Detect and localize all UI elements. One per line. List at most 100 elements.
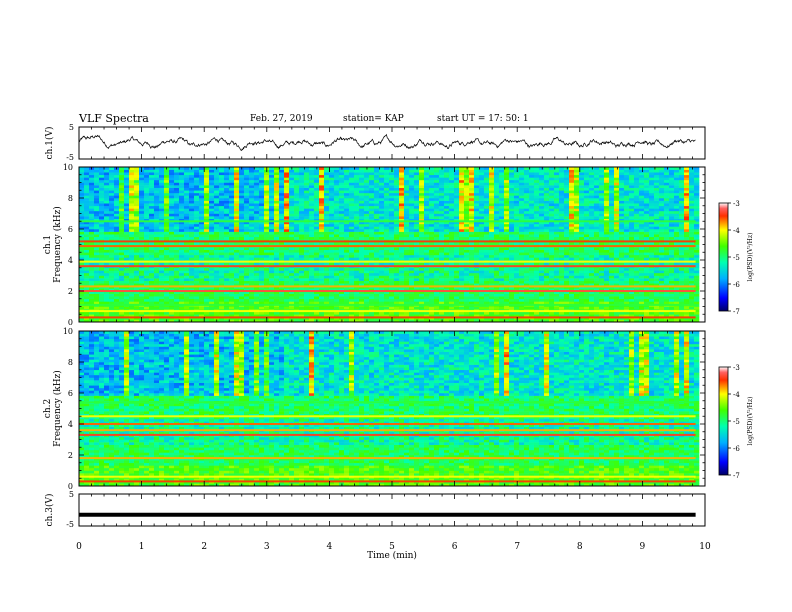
spectrogram-cell — [324, 198, 330, 201]
spectrogram-cell — [204, 231, 210, 235]
spectrogram-cell — [429, 210, 435, 214]
spectrogram-cell — [439, 177, 445, 181]
spectrogram-cell — [94, 249, 100, 253]
spectrogram-cell — [134, 174, 140, 178]
spectrogram-cell — [439, 254, 445, 258]
spectrogram-cell — [429, 177, 435, 181]
spectrogram-cell — [114, 301, 120, 305]
spectrogram-cell — [429, 179, 435, 183]
spectrogram-cell — [319, 216, 325, 219]
spectrogram-cell — [399, 195, 405, 199]
spectrogram-cell — [169, 280, 175, 284]
spectrogram-cell — [214, 306, 220, 310]
spectrogram-cell — [334, 241, 340, 245]
spectrogram-cell — [284, 195, 290, 199]
spectrogram-cell — [424, 231, 430, 235]
spectrogram-cell — [479, 314, 485, 318]
spectrogram-cell — [349, 169, 355, 173]
spectrogram-cell — [374, 241, 380, 245]
spectrogram-cell — [154, 254, 160, 258]
spectrogram-cell — [224, 249, 230, 253]
spectrogram-cell — [364, 234, 370, 238]
spectrogram-cell — [259, 190, 265, 194]
spectrogram-cell — [259, 291, 265, 294]
spectrogram-cell — [374, 223, 380, 227]
spectrogram-cell — [309, 272, 315, 276]
spectrogram-cell — [109, 177, 115, 181]
spectrogram-cell — [339, 288, 345, 292]
spectrogram-cell — [364, 213, 370, 217]
spectrogram-cell — [314, 190, 320, 194]
spectrogram-cell — [464, 218, 470, 222]
spectrogram-cell — [369, 241, 375, 245]
spectrogram-cell — [194, 169, 200, 173]
spectrogram-cell — [124, 254, 130, 258]
spectrogram-cell — [429, 172, 435, 176]
spectrogram-cell — [89, 223, 95, 227]
spectrogram-cell — [209, 205, 215, 209]
spectrogram-cell — [354, 216, 360, 219]
spectrogram-cell — [299, 254, 305, 258]
spectrogram-cell — [124, 319, 130, 323]
spectrogram-cell — [204, 208, 210, 212]
spectrogram-cell — [129, 192, 135, 196]
spectrogram-cell — [364, 272, 370, 276]
spectrogram-cell — [354, 195, 360, 199]
spectrogram-cell — [229, 221, 235, 225]
spectrogram-cell — [439, 179, 445, 183]
spectrogram-cell — [134, 172, 140, 176]
spectrogram-cell — [449, 179, 455, 183]
spectrogram-cell — [214, 190, 220, 194]
spectrogram-cell — [209, 216, 215, 219]
spectrogram-cell — [174, 252, 180, 256]
spectrogram-cell — [139, 293, 145, 297]
spectrogram-cell — [294, 167, 300, 170]
spectrogram-cell — [109, 270, 115, 274]
spectrogram-cell — [304, 205, 310, 209]
spectrogram-cell — [469, 272, 475, 276]
spectrogram-cell — [334, 172, 340, 176]
spectrogram-cell — [249, 218, 255, 222]
spectrogram-cell — [324, 252, 330, 256]
spectrogram-cell — [254, 213, 260, 217]
spectrogram-cell — [454, 241, 460, 245]
spectrogram-cell — [199, 247, 205, 250]
spectrogram-cell — [284, 293, 290, 297]
spectrogram-cell — [459, 210, 465, 214]
spectrogram-cell — [304, 216, 310, 219]
spectrogram-cell — [389, 226, 395, 230]
spectrogram-cell — [369, 179, 375, 183]
spectrogram-cell — [204, 241, 210, 245]
spectrogram-cell — [199, 208, 205, 212]
spectrogram-cell — [144, 298, 150, 302]
spectrogram-cell — [384, 311, 390, 315]
spectrogram-cell — [469, 288, 475, 292]
spectrogram-cell — [309, 319, 315, 323]
spectrogram-cell — [444, 182, 450, 186]
spectrogram-cell — [149, 182, 155, 186]
spectrogram-cell — [334, 179, 340, 183]
spectrogram-cell — [359, 272, 365, 276]
spectrogram-cell — [219, 198, 225, 201]
spectrogram-cell — [474, 262, 480, 266]
spectrogram-cell — [349, 205, 355, 209]
spectrogram-cell — [404, 185, 410, 188]
spectrogram-cell — [369, 200, 375, 204]
spectrogram-cell — [444, 198, 450, 201]
spectrogram-cell — [449, 280, 455, 284]
spectrogram-cell — [319, 174, 325, 178]
spectrogram-cell — [334, 314, 340, 318]
spectrogram-cell — [419, 252, 425, 256]
spectrogram-cell — [399, 200, 405, 204]
spectrogram-cell — [139, 278, 145, 281]
spectrogram-cell — [119, 275, 125, 279]
spectrogram-cell — [114, 306, 120, 310]
spectrogram-cell — [354, 179, 360, 183]
spectrogram-cell — [249, 306, 255, 310]
spectrogram-cell — [334, 231, 340, 235]
spectrogram-cell — [114, 216, 120, 219]
spectrogram-cell — [169, 236, 175, 240]
spectrogram-cell — [129, 241, 135, 245]
spectrogram-cell — [449, 275, 455, 279]
spectrogram-cell — [79, 231, 85, 235]
